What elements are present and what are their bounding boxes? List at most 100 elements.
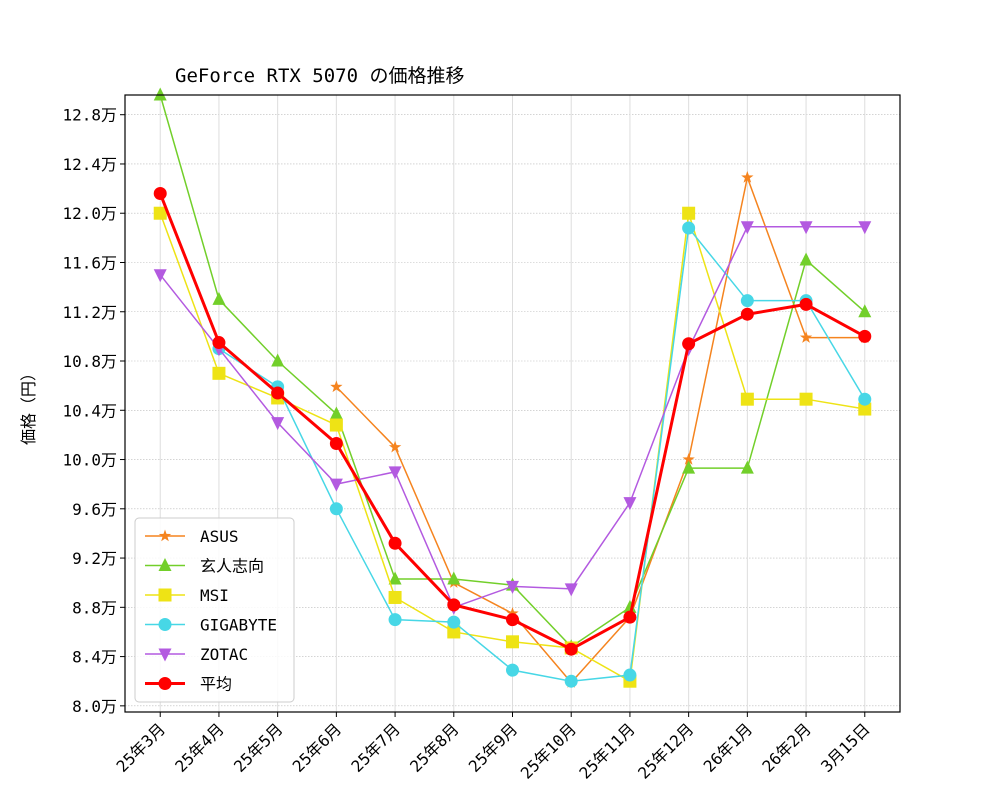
series-平均 — [153, 187, 872, 656]
y-tick-label: 8.0万 — [72, 697, 117, 716]
legend: ASUS 玄人志向 MSI GIGABYTE ZOTAC 平均 — [134, 517, 295, 703]
x-tick-label: 25年3月 — [113, 719, 170, 776]
data-point — [682, 460, 696, 474]
data-point — [329, 406, 343, 420]
data-point — [271, 353, 285, 367]
data-point — [564, 674, 578, 688]
x-tick-label: 25年11月 — [575, 719, 638, 782]
data-point — [506, 607, 519, 619]
data-point — [682, 453, 695, 465]
data-point — [682, 221, 696, 235]
legend-label: ZOTAC — [200, 645, 248, 664]
data-point — [623, 668, 637, 682]
x-tick-label: 25年9月 — [465, 719, 522, 776]
x-tick-label: 25年5月 — [230, 719, 287, 776]
legend-label: MSI — [200, 586, 229, 605]
data-point — [388, 440, 402, 453]
data-point — [271, 417, 285, 431]
data-point — [447, 598, 461, 612]
data-point — [740, 460, 754, 474]
data-point — [740, 221, 754, 235]
data-point — [447, 571, 461, 585]
data-point — [153, 206, 167, 220]
data-point — [682, 206, 696, 220]
data-point — [506, 580, 519, 594]
data-point — [623, 610, 637, 624]
legend-marker — [158, 618, 172, 631]
data-point — [329, 418, 343, 432]
data-point — [329, 478, 343, 492]
y-tick-label: 9.6万 — [72, 500, 117, 519]
y-tick-label: 9.2万 — [72, 549, 117, 568]
data-point — [447, 625, 461, 639]
y-tick-label: 11.6万 — [62, 253, 117, 272]
data-point — [858, 392, 872, 406]
series-line — [218, 226, 866, 682]
y-tick-label: 10.8万 — [62, 352, 117, 371]
x-tick-label: 25年12月 — [634, 719, 697, 782]
data-point — [388, 536, 402, 550]
series-GIGABYTE — [212, 221, 872, 688]
data-point — [271, 386, 285, 400]
data-point — [330, 380, 343, 393]
legend-frame — [134, 517, 295, 703]
legend-label: 平均 — [200, 675, 232, 694]
data-point — [153, 87, 167, 101]
data-point — [329, 437, 343, 451]
legend-marker — [158, 588, 172, 602]
x-tick-label: 25年6月 — [289, 719, 346, 776]
data-point — [329, 502, 343, 516]
legend-label: ASUS — [200, 527, 239, 546]
data-point — [799, 221, 813, 235]
data-point — [682, 337, 696, 351]
legend-label: GIGABYTE — [200, 616, 277, 635]
data-point — [212, 336, 226, 350]
data-point — [799, 392, 813, 406]
legend-marker — [158, 648, 172, 662]
data-point — [153, 187, 167, 201]
data-point — [799, 252, 813, 266]
y-tick-label: 12.8万 — [62, 106, 117, 125]
data-point — [564, 642, 578, 656]
y-tick-label: 11.2万 — [62, 303, 117, 322]
data-point — [741, 171, 754, 183]
data-point — [506, 635, 519, 649]
y-tick-label: 8.4万 — [72, 648, 117, 667]
data-point — [153, 269, 167, 283]
data-point — [623, 497, 637, 511]
y-tick-label: 10.4万 — [62, 401, 117, 420]
x-tick-label: 26年2月 — [758, 719, 815, 776]
data-point — [388, 590, 402, 604]
data-point — [799, 331, 813, 343]
y-tick-label: 8.8万 — [72, 598, 117, 617]
series-group — [153, 87, 872, 688]
data-point — [858, 304, 872, 318]
data-point — [388, 571, 402, 585]
data-point — [858, 329, 872, 343]
y-axis-label: 価格（円） — [19, 365, 38, 445]
data-point — [858, 402, 872, 416]
y-tick-label: 12.4万 — [62, 155, 117, 174]
data-point — [506, 663, 519, 677]
data-point — [388, 466, 402, 480]
x-axis: 25年3月 25年4月 25年5月 25年6月 25年7月 25年8月 25年9月25年10… — [113, 712, 874, 783]
chart-title: GeForce RTX 5070 の価格推移 — [175, 65, 464, 87]
y-axis: 8.0万 8.4万 8.8万 9.2万 9.6万 10.0万 10.4万 10.8万 11.2万… — [62, 106, 125, 716]
data-point — [799, 297, 813, 311]
legend-marker — [158, 529, 172, 542]
data-point — [623, 599, 637, 613]
data-point — [740, 294, 754, 308]
y-tick-label: 12.0万 — [62, 204, 117, 223]
data-point — [564, 583, 578, 597]
data-point — [740, 307, 754, 321]
data-point — [506, 613, 519, 627]
x-tick-label: 25年10月 — [517, 719, 580, 782]
data-point — [447, 615, 461, 629]
x-tick-label: 25年8月 — [406, 719, 463, 776]
series-line — [335, 174, 865, 684]
data-point — [212, 366, 226, 380]
data-point — [858, 221, 872, 235]
data-point — [388, 613, 402, 627]
